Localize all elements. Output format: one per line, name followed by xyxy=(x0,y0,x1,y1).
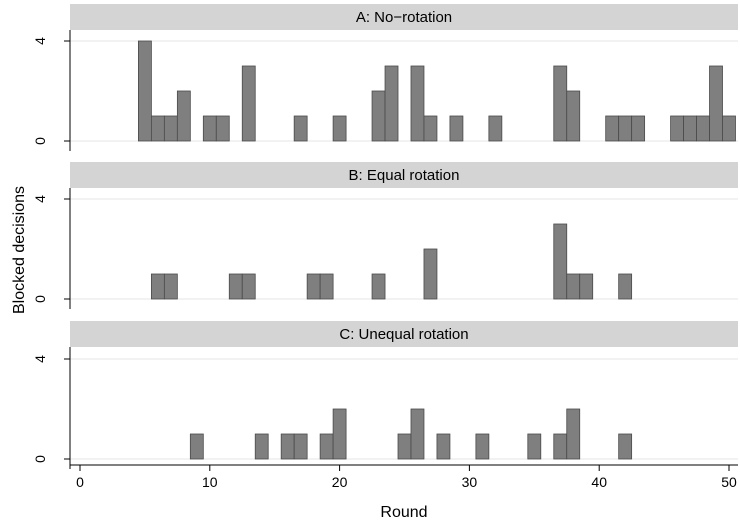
bar xyxy=(280,433,295,460)
bar xyxy=(397,433,412,460)
bar xyxy=(228,273,243,300)
x-axis-title: Round xyxy=(380,504,427,521)
bar xyxy=(423,115,438,142)
y-axis-title: Blocked decisions xyxy=(11,186,28,314)
bar xyxy=(306,273,321,300)
panel-strip xyxy=(70,162,738,188)
bar xyxy=(163,115,178,142)
x-tick-label: 0 xyxy=(76,474,84,490)
bar xyxy=(371,90,386,142)
bar xyxy=(176,90,191,142)
bar xyxy=(241,65,256,142)
panel-2: B: Equal rotation 0 4 xyxy=(32,162,738,309)
bar xyxy=(566,408,581,460)
x-tick-label: 20 xyxy=(332,474,348,490)
bar xyxy=(189,433,204,460)
panel-3: C: Unequal rotation 0 4 xyxy=(32,321,738,469)
panel-strip xyxy=(70,4,738,30)
bar xyxy=(332,115,347,142)
x-axis: 0 10 20 30 40 50 xyxy=(70,464,738,490)
bar xyxy=(293,115,308,142)
x-tick-label: 50 xyxy=(721,474,737,490)
y-tick-label: 4 xyxy=(32,355,48,363)
bar xyxy=(488,115,503,142)
bar xyxy=(683,115,697,142)
bar xyxy=(436,433,451,460)
bar xyxy=(553,65,568,142)
bar xyxy=(384,65,399,142)
y-tick-label: 4 xyxy=(32,37,48,45)
bar xyxy=(618,115,633,142)
bar xyxy=(319,273,334,300)
y-tick-label: 0 xyxy=(32,137,48,145)
bar xyxy=(553,433,568,460)
panel-title: C: Unequal rotation xyxy=(339,326,468,343)
bar xyxy=(163,273,178,300)
x-tick-label: 40 xyxy=(591,474,607,490)
bar xyxy=(215,115,230,142)
panel-title: A: No−rotation xyxy=(356,9,452,26)
bar xyxy=(332,408,347,460)
bar xyxy=(553,223,568,300)
bar xyxy=(202,115,217,142)
bar xyxy=(449,115,464,142)
bar xyxy=(293,433,308,460)
bar xyxy=(410,408,425,460)
bar xyxy=(150,273,165,300)
bar xyxy=(605,115,620,142)
panel-strip xyxy=(70,321,738,347)
y-tick-label: 0 xyxy=(32,295,48,303)
y-tick-label: 0 xyxy=(32,455,48,463)
bar xyxy=(410,65,425,142)
bar xyxy=(475,433,490,460)
bar xyxy=(138,40,152,142)
bar xyxy=(670,115,684,142)
bar xyxy=(696,115,710,142)
bar xyxy=(579,273,594,300)
bar xyxy=(566,90,581,142)
bar xyxy=(618,433,633,460)
bar xyxy=(527,433,542,460)
bar xyxy=(709,65,723,142)
panel-1: A: No−rotation 0 4 xyxy=(32,4,738,151)
bar xyxy=(423,248,438,300)
bar xyxy=(150,115,165,142)
x-tick-label: 10 xyxy=(202,474,218,490)
y-tick-label: 4 xyxy=(32,195,48,203)
bar xyxy=(371,273,386,300)
bar xyxy=(566,273,581,300)
bar xyxy=(241,273,256,300)
bar xyxy=(319,433,334,460)
x-tick-label: 30 xyxy=(462,474,478,490)
panel-title: B: Equal rotation xyxy=(349,167,460,184)
bar xyxy=(631,115,646,142)
bar xyxy=(722,115,736,142)
bar xyxy=(618,273,633,300)
bar xyxy=(254,433,269,460)
